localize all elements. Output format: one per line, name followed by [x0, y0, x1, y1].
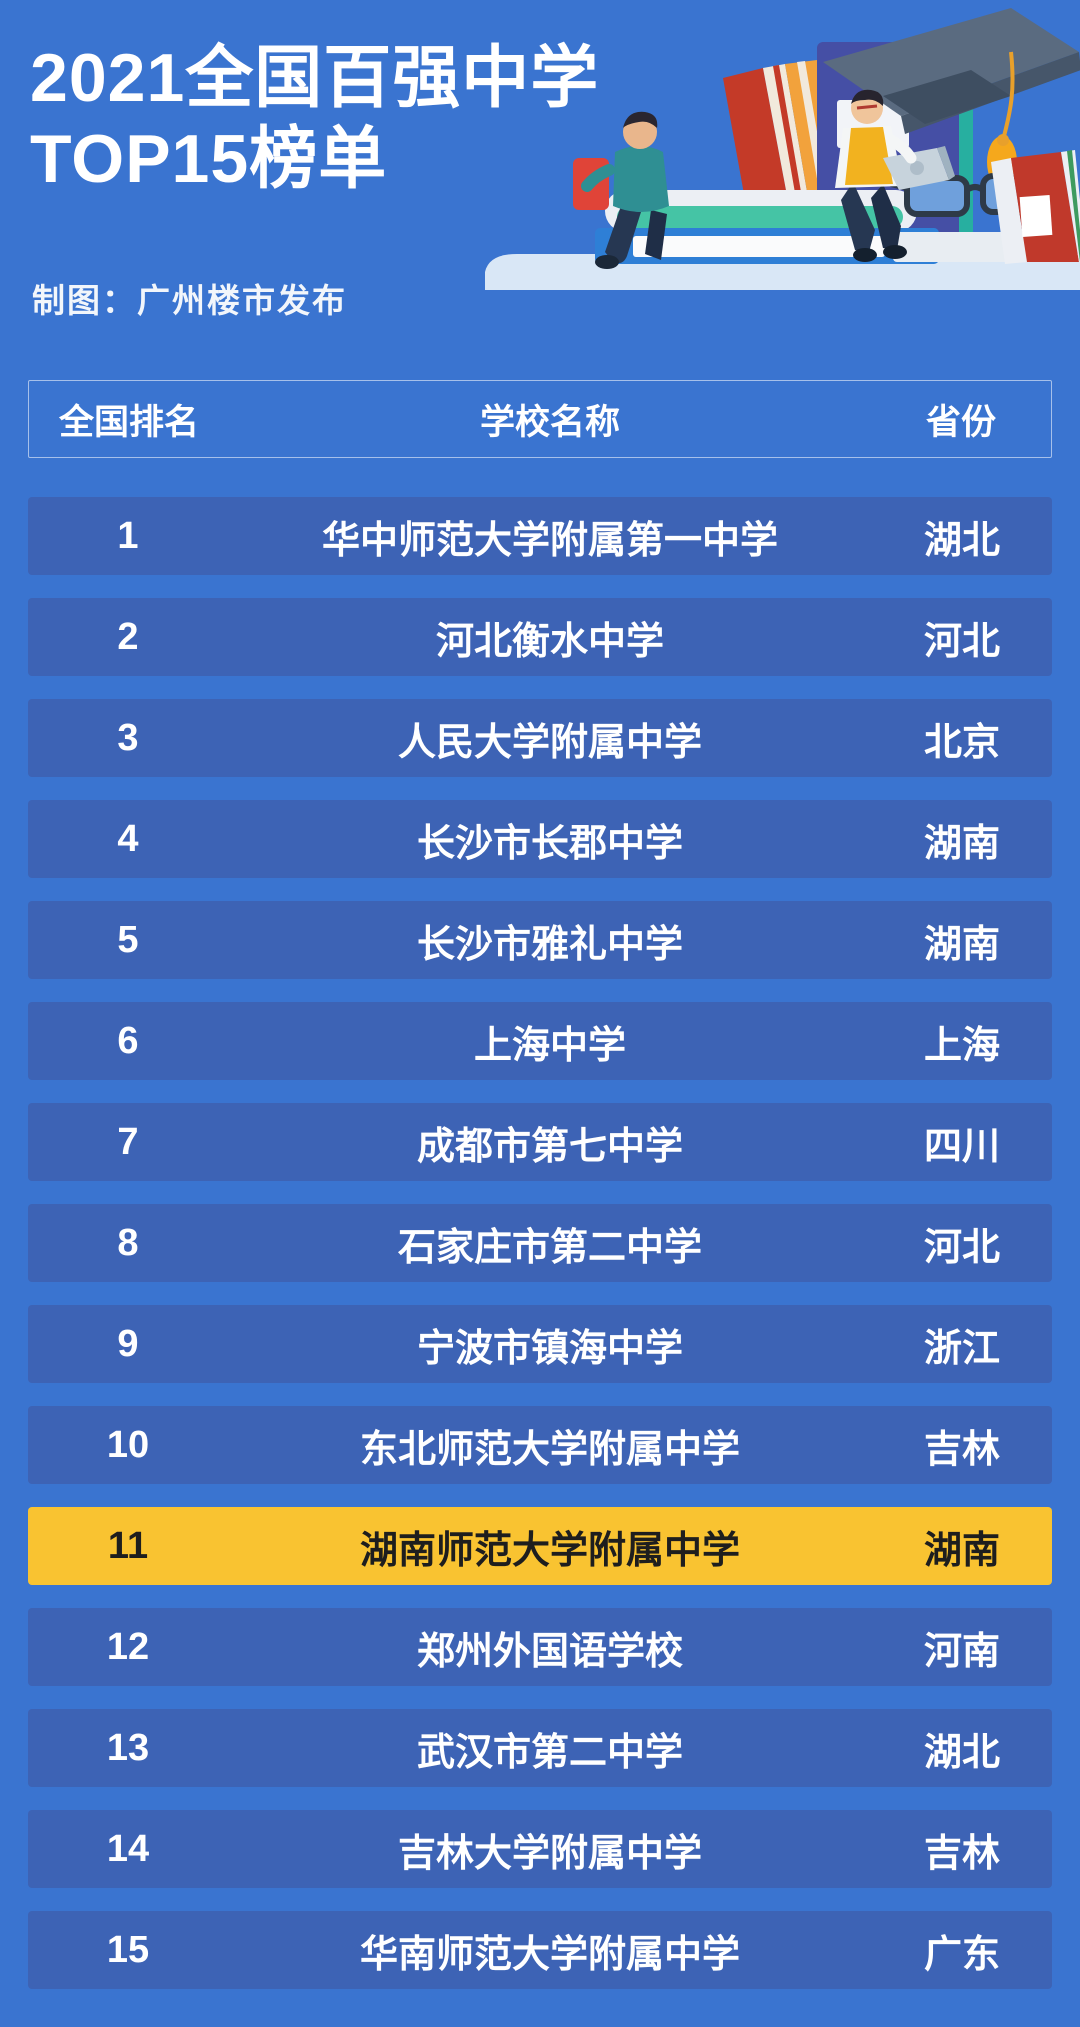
- page-title: 2021全国百强中学 TOP15榜单: [30, 38, 599, 200]
- rank-cell: 7: [117, 1120, 139, 1163]
- table-row: 6 上海中学 上海: [28, 1002, 1052, 1080]
- province-cell: 湖北: [923, 1731, 1000, 1774]
- province-cell: 湖南: [923, 1529, 1000, 1572]
- table-row: 3 人民大学附属中学 北京: [28, 699, 1052, 777]
- header-province: 省份: [925, 402, 996, 442]
- person-reading: [573, 111, 669, 269]
- table-row: 12 郑州外国语学校 河南: [28, 1608, 1052, 1686]
- table-row: 7 成都市第七中学 四川: [28, 1103, 1052, 1181]
- title-line2: TOP15榜单: [30, 120, 388, 197]
- table-row: 9 宁波市镇海中学 浙江: [28, 1305, 1052, 1383]
- rank-cell: 3: [117, 716, 139, 759]
- credit-line: 制图：广州楼市发布: [32, 282, 347, 319]
- school-cell: 东北师范大学附属中学: [359, 1428, 740, 1471]
- rank-cell: 13: [106, 1726, 150, 1769]
- school-cell: 河北衡水中学: [435, 620, 664, 663]
- province-cell: 湖南: [923, 923, 1000, 966]
- school-cell: 吉林大学附属中学: [397, 1832, 702, 1875]
- school-cell: 华南师范大学附属中学: [359, 1933, 740, 1976]
- school-cell: 湖南师范大学附属中学: [359, 1529, 740, 1572]
- school-cell: 长沙市雅礼中学: [416, 923, 683, 966]
- rank-cell: 15: [106, 1928, 150, 1971]
- school-cell: 上海中学: [473, 1024, 626, 1067]
- province-cell: 北京: [923, 721, 1000, 764]
- school-cell: 石家庄市第二中学: [397, 1226, 702, 1269]
- school-cell: 华中师范大学附属第一中学: [321, 519, 778, 562]
- school-cell: 郑州外国语学校: [416, 1630, 683, 1673]
- table-row: 10 东北师范大学附属中学 吉林: [28, 1406, 1052, 1484]
- province-cell: 河南: [923, 1630, 1000, 1673]
- table-row: 4 长沙市长郡中学 湖南: [28, 800, 1052, 878]
- rank-cell: 1: [117, 514, 139, 557]
- person-with-laptop: [835, 89, 955, 262]
- rank-cell: 6: [117, 1019, 139, 1062]
- province-cell: 河北: [923, 620, 1000, 663]
- header-rank: 全国排名: [58, 402, 199, 442]
- province-cell: 吉林: [923, 1832, 1000, 1875]
- rank-cell: 14: [106, 1827, 150, 1870]
- rank-cell: 8: [117, 1221, 139, 1264]
- page-header: 2021全国百强中学 TOP15榜单 制图：广州楼市发布: [0, 0, 1080, 380]
- province-cell: 浙江: [923, 1327, 1000, 1370]
- graduation-cap-icon: [823, 8, 1080, 188]
- province-cell: 上海: [923, 1024, 1000, 1067]
- school-cell: 武汉市第二中学: [416, 1731, 683, 1774]
- rank-cell: 5: [117, 918, 139, 961]
- province-cell: 湖南: [923, 822, 1000, 865]
- table-row: 14 吉林大学附属中学 吉林: [28, 1810, 1052, 1888]
- school-cell: 宁波市镇海中学: [416, 1327, 683, 1370]
- province-cell: 广东: [923, 1933, 1000, 1976]
- rank-cell: 10: [106, 1423, 150, 1466]
- rank-cell: 11: [107, 1524, 149, 1567]
- header-school: 学校名称: [479, 402, 620, 442]
- school-cell: 长沙市长郡中学: [416, 822, 683, 865]
- province-cell: 河北: [923, 1226, 1000, 1269]
- table-row: 11 湖南师范大学附属中学 湖南: [28, 1507, 1052, 1585]
- province-cell: 四川: [923, 1125, 1000, 1168]
- table-row: 15 华南师范大学附属中学 广东: [28, 1911, 1052, 1989]
- table-row: 2 河北衡水中学 河北: [28, 598, 1052, 676]
- province-cell: 湖北: [923, 519, 1000, 562]
- students-books-illustration: [485, 8, 1080, 290]
- school-cell: 人民大学附属中学: [397, 721, 702, 764]
- province-cell: 吉林: [923, 1428, 1000, 1471]
- table-row: 8 石家庄市第二中学 河北: [28, 1204, 1052, 1282]
- table-header-row: 全国排名 学校名称 省份: [28, 380, 1052, 458]
- title-line1: 2021全国百强中学: [30, 40, 600, 116]
- rank-cell: 9: [117, 1322, 139, 1365]
- rank-cell: 4: [117, 817, 139, 860]
- rank-cell: 12: [106, 1625, 150, 1668]
- school-cell: 成都市第七中学: [416, 1125, 683, 1168]
- table-row: 5 长沙市雅礼中学 湖南: [28, 901, 1052, 979]
- table-row: 1 华中师范大学附属第一中学 湖北: [28, 497, 1052, 575]
- ranking-table: 全国排名 学校名称 省份 1 华中师范大学附属第一中学 湖北 2 河北衡水中学 …: [28, 380, 1052, 1989]
- rank-cell: 2: [117, 615, 139, 658]
- table-body: 1 华中师范大学附属第一中学 湖北 2 河北衡水中学 河北 3 人民大学附属中学…: [28, 497, 1052, 1989]
- right-book-stack: [991, 150, 1080, 264]
- table-row: 13 武汉市第二中学 湖北: [28, 1709, 1052, 1787]
